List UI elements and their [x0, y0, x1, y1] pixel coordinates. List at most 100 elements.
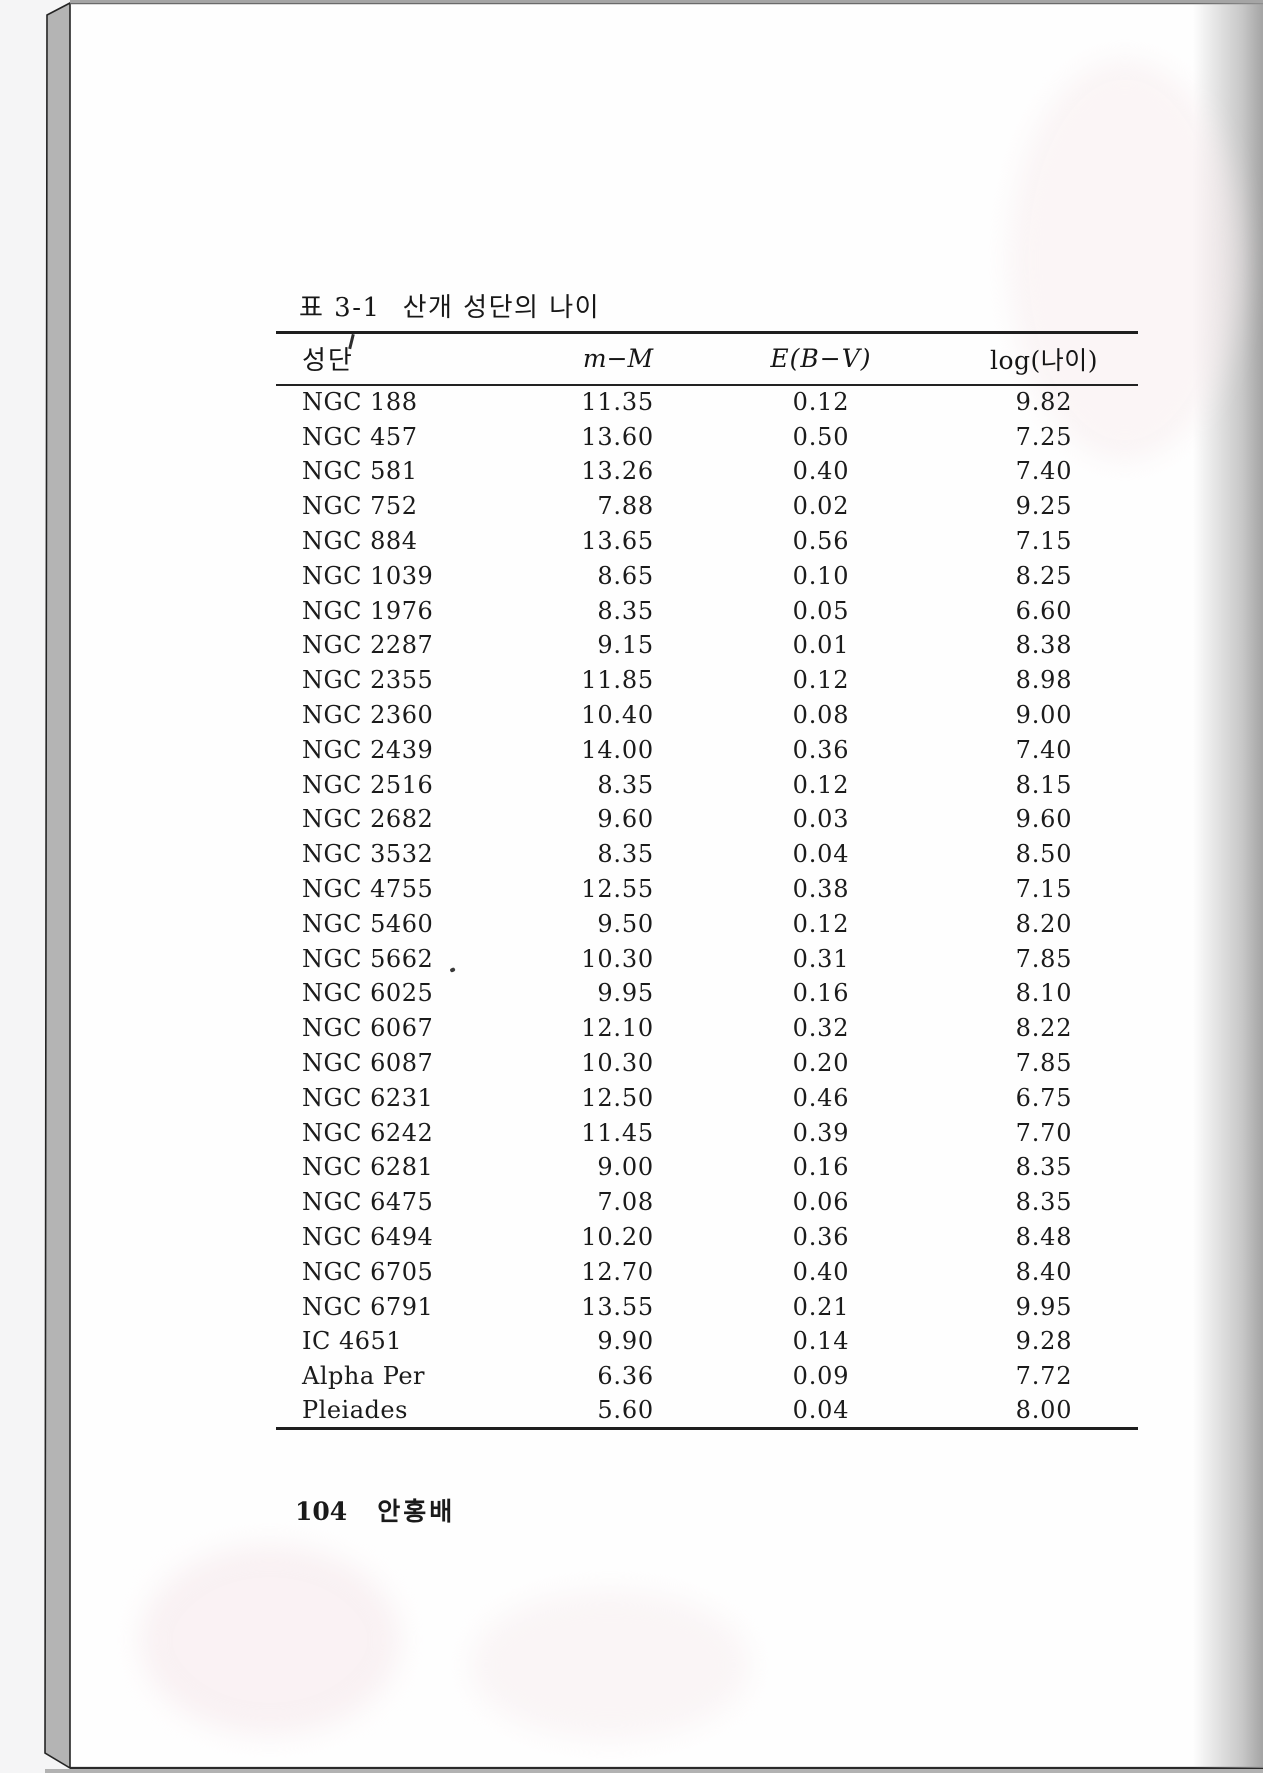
- table-row: NGC 4755 12.55 0.38 7.15: [276, 872, 1138, 907]
- log-age-value: 8.20: [1015, 909, 1073, 938]
- m-minus-M-value: 9.60: [597, 805, 654, 834]
- color-excess-value: 0.04: [792, 840, 850, 869]
- cluster-name: NGC 6791: [302, 1292, 434, 1321]
- m-minus-M-value: 11.85: [581, 666, 654, 695]
- cluster-name: NGC 5662: [302, 944, 434, 973]
- m-minus-M-value: 12.50: [581, 1083, 654, 1112]
- color-excess-value: 0.12: [792, 666, 850, 695]
- table-row: NGC 3532 8.35 0.04 8.50: [276, 837, 1138, 872]
- m-minus-M-value: 8.65: [597, 561, 654, 590]
- m-minus-M-value: 10.40: [581, 701, 654, 730]
- log-age-value: 8.98: [1015, 666, 1073, 695]
- m-minus-M-value: 9.95: [597, 979, 654, 1008]
- m-minus-M-value: 12.10: [581, 1014, 654, 1043]
- table-row: NGC 2355 11.85 0.12 8.98: [276, 663, 1138, 698]
- log-age-value: 8.40: [1015, 1257, 1073, 1286]
- cluster-name: NGC 2287: [302, 631, 434, 660]
- color-excess-value: 0.09: [792, 1362, 850, 1391]
- m-minus-M-value: 13.60: [581, 422, 654, 451]
- table-row: Alpha Per 6.36 0.09 7.72: [276, 1359, 1138, 1394]
- cluster-name: NGC 6087: [302, 1049, 434, 1078]
- table-row: NGC 188 11.35 0.12 9.82: [276, 385, 1138, 420]
- log-age-value: 9.60: [1015, 805, 1073, 834]
- footer-author: 안홍배: [377, 1497, 456, 1526]
- table-header-row: 성단 m−M E(B−V) log(나이): [276, 333, 1138, 385]
- table-row: NGC 2516 8.35 0.12 8.15: [276, 767, 1138, 802]
- m-minus-M-value: 13.26: [581, 457, 654, 486]
- table-row: NGC 752 7.88 0.02 9.25: [276, 489, 1138, 524]
- cluster-name: NGC 4755: [302, 875, 434, 904]
- cluster-name: NGC 6475: [302, 1188, 434, 1217]
- m-minus-M-value: 13.65: [581, 527, 654, 556]
- log-age-value: 8.48: [1015, 1223, 1073, 1252]
- column-header-m-minus-M: m−M: [582, 344, 654, 374]
- page-bottom-shadow: [45, 1769, 1263, 1773]
- m-minus-M-value: 6.36: [597, 1362, 654, 1391]
- color-excess-value: 0.03: [792, 805, 850, 834]
- table-row: NGC 6475 7.08 0.06 8.35: [276, 1185, 1138, 1220]
- cluster-name: NGC 1976: [302, 596, 434, 625]
- m-minus-M-value: 8.35: [597, 840, 654, 869]
- cluster-name: NGC 2360: [302, 701, 434, 730]
- cluster-name: IC 4651: [302, 1327, 403, 1356]
- m-minus-M-value: 11.45: [581, 1118, 654, 1147]
- column-header-cluster: 성단: [302, 346, 354, 377]
- log-age-value: 9.95: [1015, 1292, 1073, 1321]
- log-age-value: 8.50: [1015, 840, 1073, 869]
- cluster-name: NGC 457: [302, 422, 418, 451]
- m-minus-M-value: 10.20: [581, 1223, 654, 1252]
- log-age-value: 7.25: [1015, 422, 1073, 451]
- color-excess-value: 0.46: [792, 1083, 850, 1112]
- log-age-value: 8.00: [1015, 1396, 1073, 1425]
- m-minus-M-value: 11.35: [581, 388, 654, 417]
- log-age-value: 7.85: [1015, 944, 1073, 973]
- log-age-value: 9.00: [1015, 701, 1073, 730]
- column-header-color-excess: E(B−V): [770, 344, 872, 374]
- m-minus-M-value: 8.35: [597, 596, 654, 625]
- table-caption: 표 3-1 산개 성단의 나이: [299, 292, 600, 324]
- table-row: NGC 457 13.60 0.50 7.25: [276, 419, 1138, 454]
- log-age-value: 6.60: [1015, 596, 1073, 625]
- table-row: NGC 6067 12.10 0.32 8.22: [276, 1011, 1138, 1046]
- color-excess-value: 0.36: [792, 1223, 850, 1252]
- page-footer: 104 안홍배: [295, 1497, 455, 1527]
- log-age-value: 8.38: [1015, 631, 1073, 660]
- m-minus-M-value: 9.15: [597, 631, 654, 660]
- cluster-name: Pleiades: [302, 1396, 408, 1425]
- color-excess-value: 0.02: [792, 492, 850, 521]
- table-row: NGC 2287 9.15 0.01 8.38: [276, 628, 1138, 663]
- color-excess-value: 0.20: [792, 1049, 850, 1078]
- color-excess-value: 0.32: [792, 1014, 850, 1043]
- table-row: Pleiades 5.60 0.04 8.00: [276, 1394, 1138, 1429]
- table-row: NGC 6242 11.45 0.39 7.70: [276, 1115, 1138, 1150]
- m-minus-M-value: 9.50: [597, 909, 654, 938]
- color-excess-value: 0.40: [792, 457, 850, 486]
- color-excess-value: 0.38: [792, 875, 850, 904]
- table-row: IC 4651 9.90 0.14 9.28: [276, 1324, 1138, 1359]
- cluster-name: NGC 6281: [302, 1153, 434, 1182]
- log-age-value: 8.35: [1015, 1188, 1073, 1217]
- page-top-shadow: [70, 0, 1263, 3]
- cluster-name: NGC 6242: [302, 1118, 434, 1147]
- color-excess-value: 0.12: [792, 909, 850, 938]
- color-excess-value: 0.01: [792, 631, 850, 660]
- color-excess-value: 0.08: [792, 701, 850, 730]
- m-minus-M-value: 5.60: [597, 1396, 654, 1425]
- cluster-name: NGC 2439: [302, 735, 434, 764]
- cluster-name: NGC 581: [302, 457, 418, 486]
- log-age-value: 9.82: [1015, 388, 1073, 417]
- m-minus-M-value: 7.08: [597, 1188, 654, 1217]
- m-minus-M-value: 10.30: [581, 944, 654, 973]
- color-excess-value: 0.36: [792, 735, 850, 764]
- color-excess-value: 0.04: [792, 1396, 850, 1425]
- log-age-value: 8.25: [1015, 561, 1073, 590]
- cluster-name: Alpha Per: [302, 1362, 426, 1391]
- cluster-name: NGC 6025: [302, 979, 434, 1008]
- table-row: NGC 6281 9.00 0.16 8.35: [276, 1150, 1138, 1185]
- color-excess-value: 0.12: [792, 770, 850, 799]
- cluster-name: NGC 6494: [302, 1223, 434, 1252]
- m-minus-M-value: 7.88: [597, 492, 654, 521]
- color-excess-value: 0.05: [792, 596, 850, 625]
- m-minus-M-value: 12.70: [581, 1257, 654, 1286]
